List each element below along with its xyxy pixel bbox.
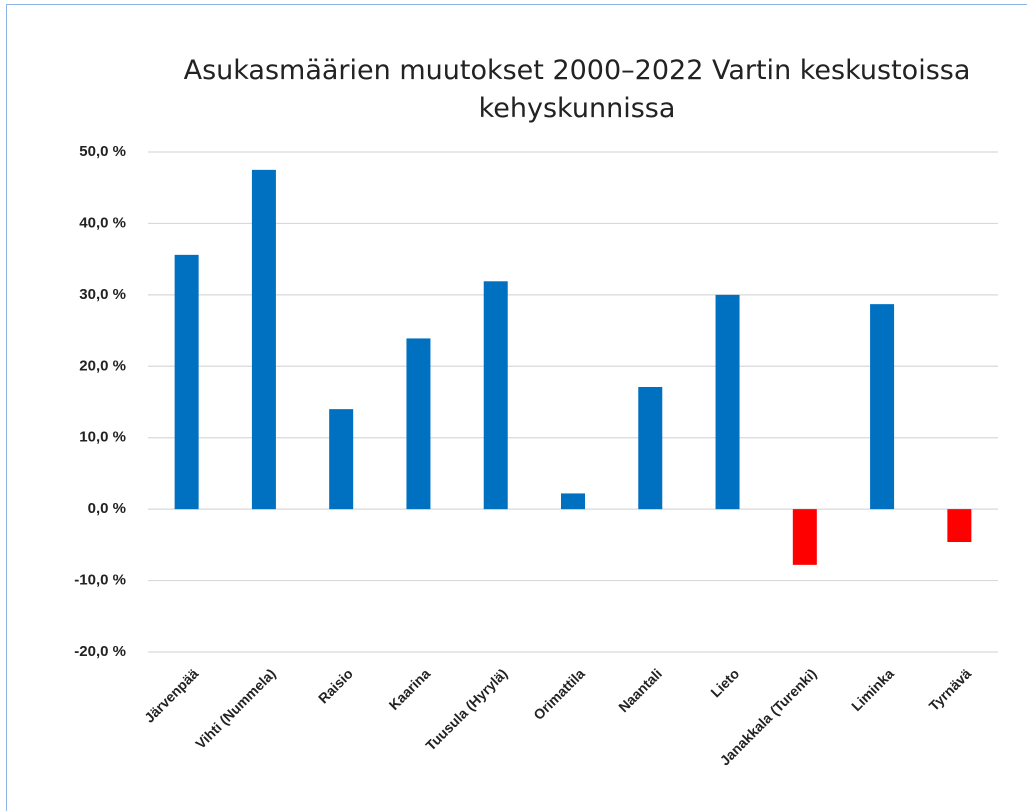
- bar: [483, 281, 508, 510]
- x-tick-label: Tuusula (Hyrylä): [422, 665, 510, 753]
- y-tick-label: 30,0 %: [79, 286, 126, 303]
- chart-frame: [6, 4, 1027, 811]
- bar: [638, 387, 663, 510]
- x-tick-label: Naantali: [615, 665, 665, 715]
- x-tick-label: Raisio: [315, 665, 356, 706]
- x-tick-label: Järvenpää: [141, 665, 201, 725]
- bar: [406, 338, 431, 510]
- bar: [947, 509, 972, 542]
- y-tick-label: 20,0 %: [79, 357, 126, 374]
- y-tick-label: 40,0 %: [79, 214, 126, 231]
- bar: [251, 169, 276, 510]
- x-tick-label: Tyrnävä: [926, 665, 975, 714]
- y-tick-label: 0,0 %: [88, 500, 126, 517]
- bar: [870, 304, 895, 510]
- chart-title: Asukasmäärien muutokset 2000–2022 Vartin…: [183, 55, 971, 124]
- bar: [792, 509, 817, 565]
- y-tick-label: 50,0 %: [79, 143, 126, 160]
- bar: [561, 493, 585, 510]
- y-tick-label: -20,0 %: [74, 643, 126, 660]
- bar: [174, 254, 199, 510]
- x-tick-label: Liminka: [848, 665, 897, 714]
- y-tick-label: -10,0 %: [74, 572, 126, 589]
- bar: [715, 294, 740, 510]
- x-tick-label: Orimattila: [530, 665, 588, 723]
- x-tick-label: Vihti (Nummela): [192, 665, 278, 751]
- x-tick-label: Kaarina: [386, 665, 434, 713]
- x-tick-label: Lieto: [707, 665, 742, 700]
- y-tick-label: 10,0 %: [79, 429, 126, 446]
- bar: [329, 409, 354, 510]
